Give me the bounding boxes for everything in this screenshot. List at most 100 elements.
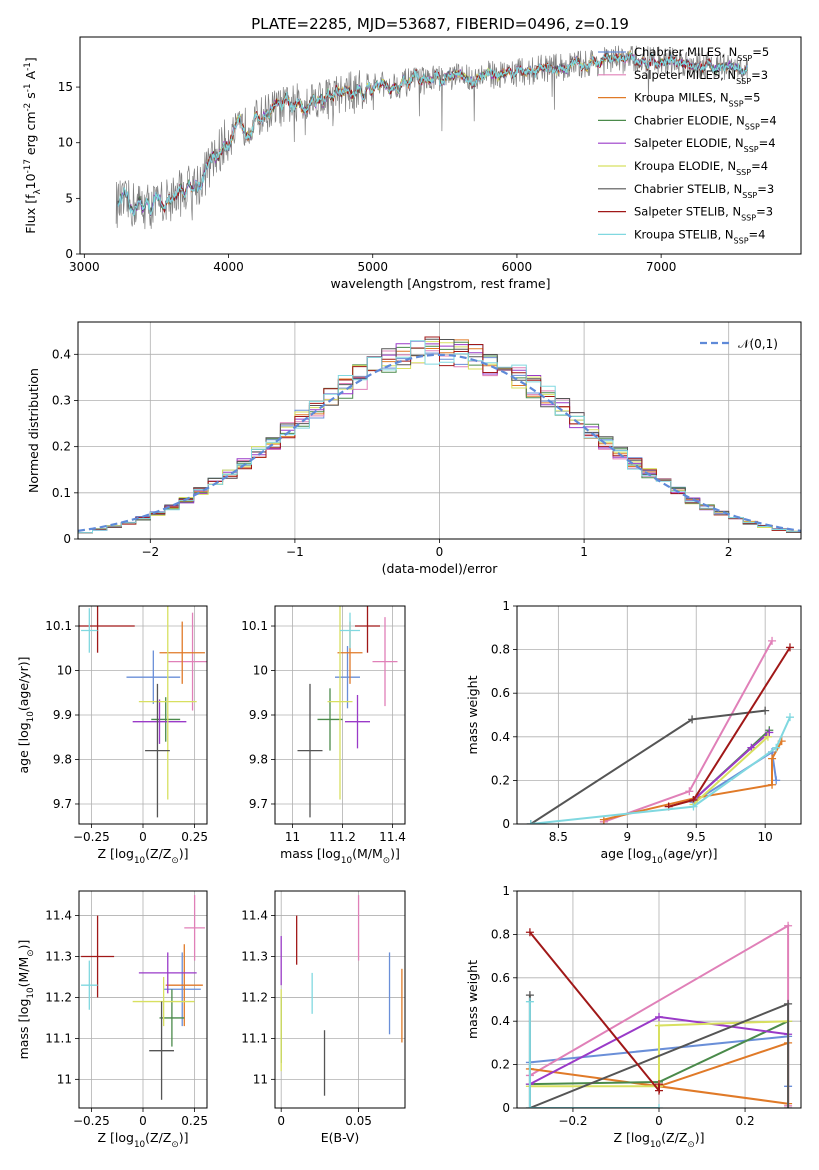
x-tick-label: 10 (758, 830, 773, 844)
y-tick-label: 0.2 (491, 773, 510, 787)
mass-weight-point (763, 732, 772, 741)
x-tick-label: 0 (436, 545, 444, 559)
plot-area (79, 606, 207, 818)
y-tick-label: 0.4 (491, 730, 510, 744)
mass-weight-line (692, 736, 769, 806)
y-tick-label: 0.2 (491, 1058, 510, 1072)
plot-frame (516, 890, 802, 1109)
y-tick-label: 10 (57, 664, 72, 678)
mass-weight-point (768, 636, 777, 645)
y-tick-label: 9.9 (249, 708, 268, 722)
plot-frame (274, 605, 406, 825)
x-tick-label: −1 (286, 545, 304, 559)
plot-frame (78, 605, 208, 825)
mass-weight-point (784, 1104, 793, 1108)
y-tick-label: 0.2 (52, 440, 71, 454)
x-tick-label: 7000 (646, 260, 677, 274)
y-tick-label: 1 (502, 884, 510, 898)
chart-residuals: −2 −1 0 1 2 0 0.1 0.2 0.3 0.4 (data-model)/error No… (26, 321, 802, 576)
y-tick-label: 9.9 (53, 708, 72, 722)
mass-weight-point (685, 787, 694, 796)
y-tick-label: 11.3 (241, 950, 268, 964)
y-tick-label: 1 (502, 599, 510, 613)
plot-frame (516, 605, 802, 825)
y-tick-label: 11.4 (241, 909, 268, 923)
y-tick-label: 11.1 (45, 1031, 72, 1045)
y-tick-label: 10 (58, 136, 73, 150)
x-tick-label: 3000 (69, 260, 100, 274)
y-tick-label: 9.8 (53, 752, 72, 766)
mass-weight-point (785, 713, 794, 722)
x-tick-label: 1 (580, 545, 588, 559)
spectrum-model-line (117, 52, 749, 217)
chart-age-vs-mass: 11 11.2 11.4 9.7 9.8 9.9 10 10.1 mass [log10(M/M… (241, 605, 406, 866)
legend-label: Salpeter MILES, NSSP=3 (634, 68, 768, 86)
x-tick-label: 6000 (502, 260, 533, 274)
chart-spectrum: 3000 4000 5000 6000 7000 0 5 10 15 wavelength [An… (23, 36, 802, 291)
mass-weight-line (530, 716, 791, 824)
legend-label: Chabrier ELODIE, NSSP=4 (634, 113, 777, 130)
legend-label: Kroupa ELODIE, NSSP=4 (634, 159, 768, 177)
mass-weight-point (655, 1104, 663, 1108)
y-tick-label: 9.8 (249, 752, 268, 766)
figure-title: PLATE=2285, MJD=53687, FIBERID=0496, z=0… (251, 15, 629, 33)
y-tick-label: 11 (57, 1072, 72, 1086)
y-axis-label: mass weight (465, 960, 480, 1039)
y-tick-label: 0.1 (52, 486, 71, 500)
chart-massweight-vs-age: 8.5 9 9.5 10 0 0.2 0.4 0.6 0.8 1 age [log10(age/yr… (465, 599, 802, 866)
mass-weight-point (747, 743, 756, 752)
mass-weight-point (655, 1021, 663, 1030)
x-tick-label: 8.5 (549, 830, 568, 844)
legend-label: Salpeter STELIB, NSSP=3 (634, 205, 773, 223)
mass-weight-point (784, 921, 793, 930)
y-axis-label: Flux [fλ10-17 erg cm-2 s-1 A-1] (23, 57, 43, 234)
chart-mass-vs-Z: −0.25 0 0.25 11 11.1 11.2 11.3 11.4 Z [log10(Z/Z… (16, 890, 208, 1150)
y-tick-label: 10 (253, 664, 268, 678)
y-tick-label: 0.6 (491, 971, 510, 985)
plot-area (525, 921, 793, 1108)
plot-frame (78, 890, 208, 1109)
mass-weight-point (525, 997, 534, 1006)
x-axis-label: mass [log10(M/M⊙)] (280, 846, 400, 866)
y-axis-label: Normed distribution (26, 368, 41, 493)
y-tick-label: 11.4 (45, 909, 72, 923)
y-tick-label: 11.3 (45, 950, 72, 964)
y-tick-label: 10.1 (45, 619, 72, 633)
y-tick-label: 0 (502, 1101, 510, 1115)
legend-label: Chabrier STELIB, NSSP=3 (634, 182, 774, 200)
y-tick-label: 9.7 (53, 797, 72, 811)
x-axis-label: Z [log10(Z/Z⊙)] (97, 1130, 188, 1150)
mass-weight-point (655, 1080, 663, 1089)
chart-mass-vs-EBV: 0 0.05 11 11.1 11.2 11.3 11.4 E(B-V) (241, 890, 406, 1145)
residual-histogram (78, 336, 801, 534)
x-tick-label: 9.5 (687, 830, 706, 844)
mass-weight-point (772, 743, 781, 752)
y-tick-label: 0 (502, 817, 510, 831)
x-axis-label: wavelength [Angstrom, rest frame] (330, 276, 550, 291)
mass-weight-point (785, 643, 794, 652)
mass-weight-point (688, 715, 697, 724)
mass-weight-point (526, 820, 535, 824)
x-axis-label: E(B-V) (321, 1130, 360, 1145)
x-tick-label: 0.25 (181, 830, 208, 844)
x-tick-label: 0 (139, 1114, 147, 1128)
y-tick-label: 15 (58, 80, 73, 94)
plot-frame (79, 36, 802, 255)
mass-weight-point (768, 754, 777, 763)
legend-label: Kroupa MILES, NSSP=5 (634, 91, 760, 109)
mass-weight-point (525, 1104, 534, 1108)
plot-frame (274, 890, 406, 1109)
plot-area (115, 45, 749, 230)
x-tick-label: −2 (141, 545, 159, 559)
x-tick-label: 5000 (357, 260, 388, 274)
y-tick-label: 5 (65, 191, 73, 205)
y-axis-label: mass weight (465, 675, 480, 754)
mass-weight-point (525, 928, 534, 937)
mass-weight-point (765, 728, 774, 737)
y-axis-label: age [log10(age/yr)] (16, 656, 36, 773)
x-tick-label: 0 (139, 830, 147, 844)
x-axis-label: Z [log10(Z/Z⊙)] (97, 846, 188, 866)
x-tick-label: −0.25 (73, 830, 110, 844)
y-tick-label: 0.4 (491, 1014, 510, 1028)
